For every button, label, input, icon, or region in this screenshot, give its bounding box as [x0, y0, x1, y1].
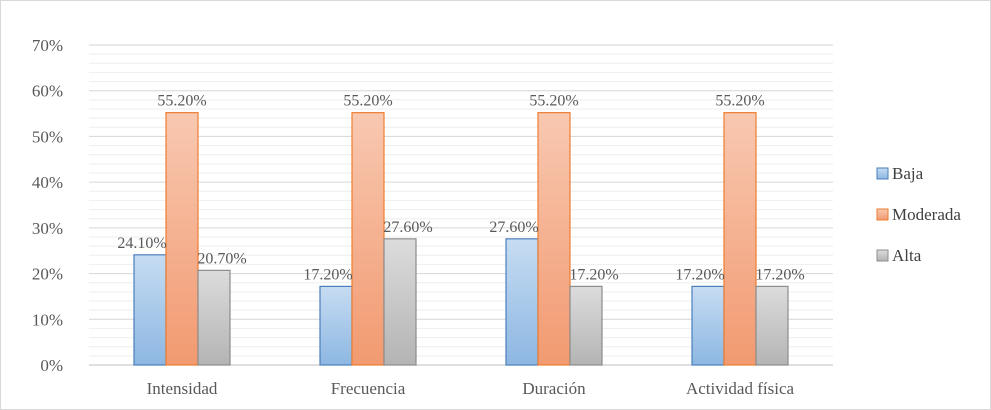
data-label: 55.20%	[529, 93, 578, 110]
y-tick-label: 60%	[32, 82, 63, 101]
bar-moderada-0	[165, 112, 199, 366]
legend-swatch-moderada	[876, 208, 889, 221]
bar-baja-2	[505, 238, 539, 366]
y-tick-label: 0%	[40, 356, 63, 375]
legend-label-moderada: Moderada	[892, 205, 961, 224]
bar-alta-1	[383, 238, 417, 366]
legend: Baja Moderada Alta	[876, 164, 961, 265]
data-label: 27.60%	[489, 219, 538, 236]
data-label: 55.20%	[157, 93, 206, 110]
legend-label-alta: Alta	[892, 246, 922, 265]
legend-swatch-baja	[876, 167, 889, 180]
y-tick-label: 70%	[32, 36, 63, 55]
data-labels: 24.10% 55.20% 20.70% 17.20% 55.20% 27.60% 27.6…	[117, 93, 804, 284]
y-tick-label: 10%	[32, 310, 63, 329]
y-tick-label: 50%	[32, 127, 63, 146]
legend-label-baja: Baja	[892, 164, 924, 183]
x-axis-categories: Intensidad Frecuencia Duración Actividad fí…	[147, 379, 795, 398]
data-label: 24.10%	[117, 235, 166, 252]
data-label: 55.20%	[715, 93, 764, 110]
data-label: 27.60%	[383, 219, 432, 236]
x-category-label: Actividad física	[686, 379, 795, 398]
bar-moderada-3	[723, 112, 757, 366]
data-label: 20.70%	[197, 250, 246, 267]
x-category-label: Duración	[522, 379, 586, 398]
y-tick-label: 30%	[32, 219, 63, 238]
bar-moderada-2	[537, 112, 571, 366]
x-category-label: Intensidad	[147, 379, 218, 398]
bar-baja-3	[691, 285, 725, 366]
bars	[133, 112, 789, 366]
data-label: 17.20%	[569, 266, 618, 283]
bar-alta-2	[569, 285, 603, 366]
data-label: 17.20%	[755, 266, 804, 283]
data-label: 17.20%	[675, 266, 724, 283]
bar-alta-0	[197, 269, 231, 366]
bar-moderada-1	[351, 112, 385, 366]
y-tick-label: 20%	[32, 265, 63, 284]
data-label: 55.20%	[343, 93, 392, 110]
y-tick-label: 40%	[32, 173, 63, 192]
bar-alta-3	[755, 285, 789, 366]
y-axis-ticks: 0% 10% 20% 30% 40% 50% 60% 70%	[32, 36, 63, 375]
bar-baja-0	[133, 254, 167, 366]
data-label: 17.20%	[303, 266, 352, 283]
bar-baja-1	[319, 285, 353, 366]
x-category-label: Frecuencia	[331, 379, 406, 398]
legend-swatch-alta	[876, 249, 889, 262]
